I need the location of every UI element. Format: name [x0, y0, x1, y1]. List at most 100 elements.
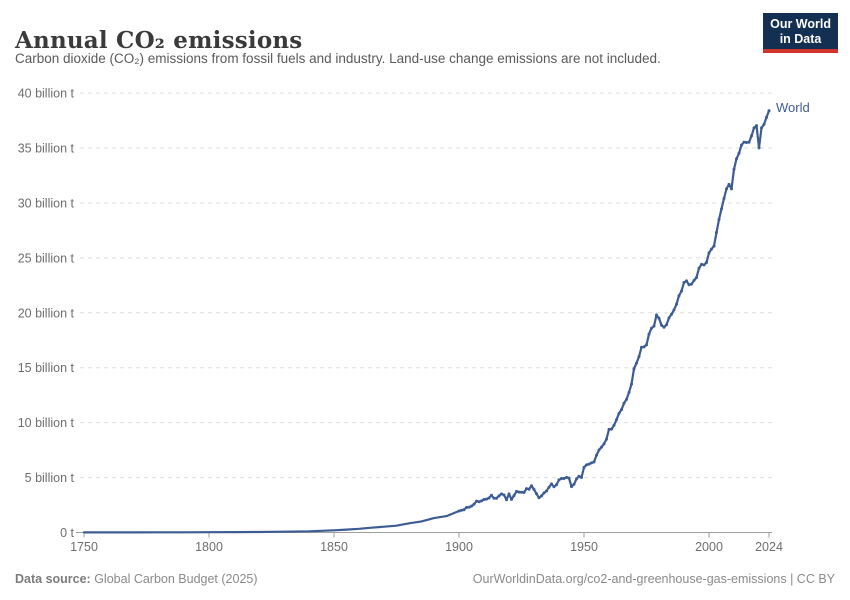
data-point-marker[interactable]: [737, 151, 741, 155]
data-point-marker[interactable]: [757, 146, 761, 150]
data-point-marker[interactable]: [552, 485, 556, 489]
data-point-marker[interactable]: [755, 124, 758, 128]
data-point-marker[interactable]: [632, 367, 636, 371]
data-point-marker[interactable]: [677, 294, 681, 298]
data-point-marker[interactable]: [675, 302, 678, 306]
data-point-marker[interactable]: [615, 418, 618, 422]
data-point-marker[interactable]: [480, 499, 483, 503]
data-point-marker[interactable]: [532, 488, 536, 491]
data-point-marker[interactable]: [650, 326, 653, 330]
data-point-marker[interactable]: [570, 485, 573, 489]
data-point-marker[interactable]: [467, 505, 471, 509]
data-point-marker[interactable]: [562, 477, 566, 480]
data-point-marker[interactable]: [722, 196, 726, 200]
data-point-marker[interactable]: [712, 244, 716, 248]
data-point-marker[interactable]: [642, 345, 646, 349]
data-point-marker[interactable]: [627, 390, 631, 394]
data-point-marker[interactable]: [485, 497, 488, 501]
data-point-marker[interactable]: [672, 308, 676, 312]
data-point-marker[interactable]: [680, 289, 683, 293]
data-point-marker[interactable]: [742, 140, 746, 144]
data-point-marker[interactable]: [605, 437, 608, 441]
data-point-marker[interactable]: [462, 508, 466, 512]
data-point-marker[interactable]: [730, 187, 733, 191]
data-point-marker[interactable]: [490, 493, 493, 497]
data-point-marker[interactable]: [560, 477, 563, 480]
data-point-marker[interactable]: [610, 427, 613, 431]
data-point-marker[interactable]: [537, 496, 541, 500]
data-point-marker[interactable]: [735, 157, 738, 161]
data-point-marker[interactable]: [740, 143, 743, 147]
data-point-marker[interactable]: [500, 492, 503, 496]
data-point-marker[interactable]: [697, 266, 701, 270]
data-point-marker[interactable]: [515, 489, 518, 493]
data-point-marker[interactable]: [665, 323, 668, 327]
data-point-marker[interactable]: [747, 140, 751, 144]
data-point-marker[interactable]: [620, 408, 623, 412]
data-point-marker[interactable]: [592, 460, 596, 464]
data-point-marker[interactable]: [732, 167, 736, 171]
data-point-marker[interactable]: [767, 109, 771, 113]
data-point-marker[interactable]: [745, 141, 748, 144]
data-point-marker[interactable]: [510, 497, 513, 501]
data-point-marker[interactable]: [557, 478, 561, 482]
data-point-marker[interactable]: [602, 442, 606, 446]
data-point-marker[interactable]: [657, 316, 661, 320]
data-point-marker[interactable]: [512, 494, 516, 498]
world-series-line[interactable]: [82, 109, 771, 534]
data-point-marker[interactable]: [460, 508, 463, 512]
data-point-marker[interactable]: [457, 509, 461, 513]
data-point-marker[interactable]: [497, 494, 501, 498]
data-point-marker[interactable]: [682, 281, 686, 284]
data-point-marker[interactable]: [715, 230, 718, 234]
data-point-marker[interactable]: [652, 324, 656, 328]
data-point-marker[interactable]: [505, 498, 508, 502]
data-point-marker[interactable]: [660, 323, 663, 327]
data-point-marker[interactable]: [527, 487, 531, 491]
data-point-marker[interactable]: [585, 463, 588, 467]
data-point-marker[interactable]: [577, 474, 581, 478]
credit-link[interactable]: OurWorldinData.org/co2-and-greenhouse-ga…: [472, 572, 835, 586]
data-point-marker[interactable]: [685, 279, 688, 283]
data-point-marker[interactable]: [482, 498, 486, 501]
data-point-marker[interactable]: [492, 496, 496, 500]
data-point-marker[interactable]: [547, 485, 551, 489]
data-point-marker[interactable]: [727, 182, 731, 186]
data-point-marker[interactable]: [465, 506, 468, 509]
data-point-marker[interactable]: [762, 122, 766, 126]
data-point-marker[interactable]: [645, 343, 648, 347]
data-point-marker[interactable]: [690, 282, 693, 286]
data-point-marker[interactable]: [470, 504, 473, 508]
data-point-marker[interactable]: [472, 502, 476, 506]
data-point-marker[interactable]: [655, 313, 658, 317]
data-point-marker[interactable]: [725, 187, 728, 191]
data-point-marker[interactable]: [600, 445, 603, 449]
data-point-marker[interactable]: [587, 462, 591, 466]
data-point-marker[interactable]: [582, 465, 586, 469]
data-point-marker[interactable]: [575, 477, 578, 481]
data-point-marker[interactable]: [687, 283, 691, 287]
data-point-marker[interactable]: [612, 423, 616, 427]
data-point-marker[interactable]: [707, 251, 711, 255]
data-point-marker[interactable]: [662, 325, 666, 329]
data-point-marker[interactable]: [595, 453, 598, 457]
world-line-path[interactable]: [82, 109, 771, 534]
data-point-marker[interactable]: [517, 490, 521, 494]
data-point-marker[interactable]: [710, 247, 713, 251]
data-point-marker[interactable]: [752, 126, 756, 130]
data-point-marker[interactable]: [695, 276, 698, 279]
data-point-marker[interactable]: [525, 487, 528, 491]
data-point-marker[interactable]: [495, 496, 498, 500]
data-point-marker[interactable]: [607, 427, 611, 431]
data-point-marker[interactable]: [640, 345, 643, 349]
data-point-marker[interactable]: [530, 484, 533, 488]
data-point-marker[interactable]: [475, 499, 478, 503]
data-point-marker[interactable]: [597, 448, 601, 452]
data-point-marker[interactable]: [700, 262, 703, 266]
data-point-marker[interactable]: [705, 261, 708, 264]
data-point-marker[interactable]: [622, 401, 626, 405]
data-point-marker[interactable]: [760, 126, 763, 130]
data-point-marker[interactable]: [667, 316, 671, 320]
data-point-marker[interactable]: [630, 382, 633, 386]
